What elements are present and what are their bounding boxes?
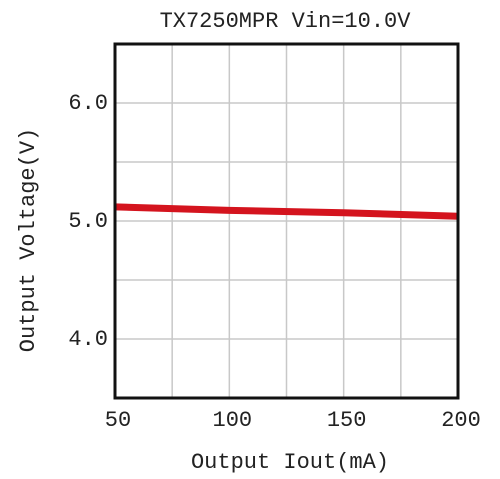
y-axis-label: Output Voltage(V) bbox=[16, 128, 41, 352]
x-tick-label: 200 bbox=[441, 408, 481, 433]
chart-title: TX7250MPR Vin=10.0V bbox=[160, 9, 412, 34]
x-axis-label: Output Iout(mA) bbox=[191, 450, 389, 475]
y-tick-label: 6.0 bbox=[68, 91, 108, 116]
data-line bbox=[114, 203, 459, 220]
x-tick-label: 150 bbox=[327, 408, 367, 433]
x-tick-label: 50 bbox=[105, 408, 131, 433]
plot-frame bbox=[113, 42, 460, 400]
x-tick-label: 100 bbox=[213, 408, 253, 433]
y-tick-label: 5.0 bbox=[68, 209, 108, 234]
y-tick-label: 4.0 bbox=[68, 327, 108, 352]
